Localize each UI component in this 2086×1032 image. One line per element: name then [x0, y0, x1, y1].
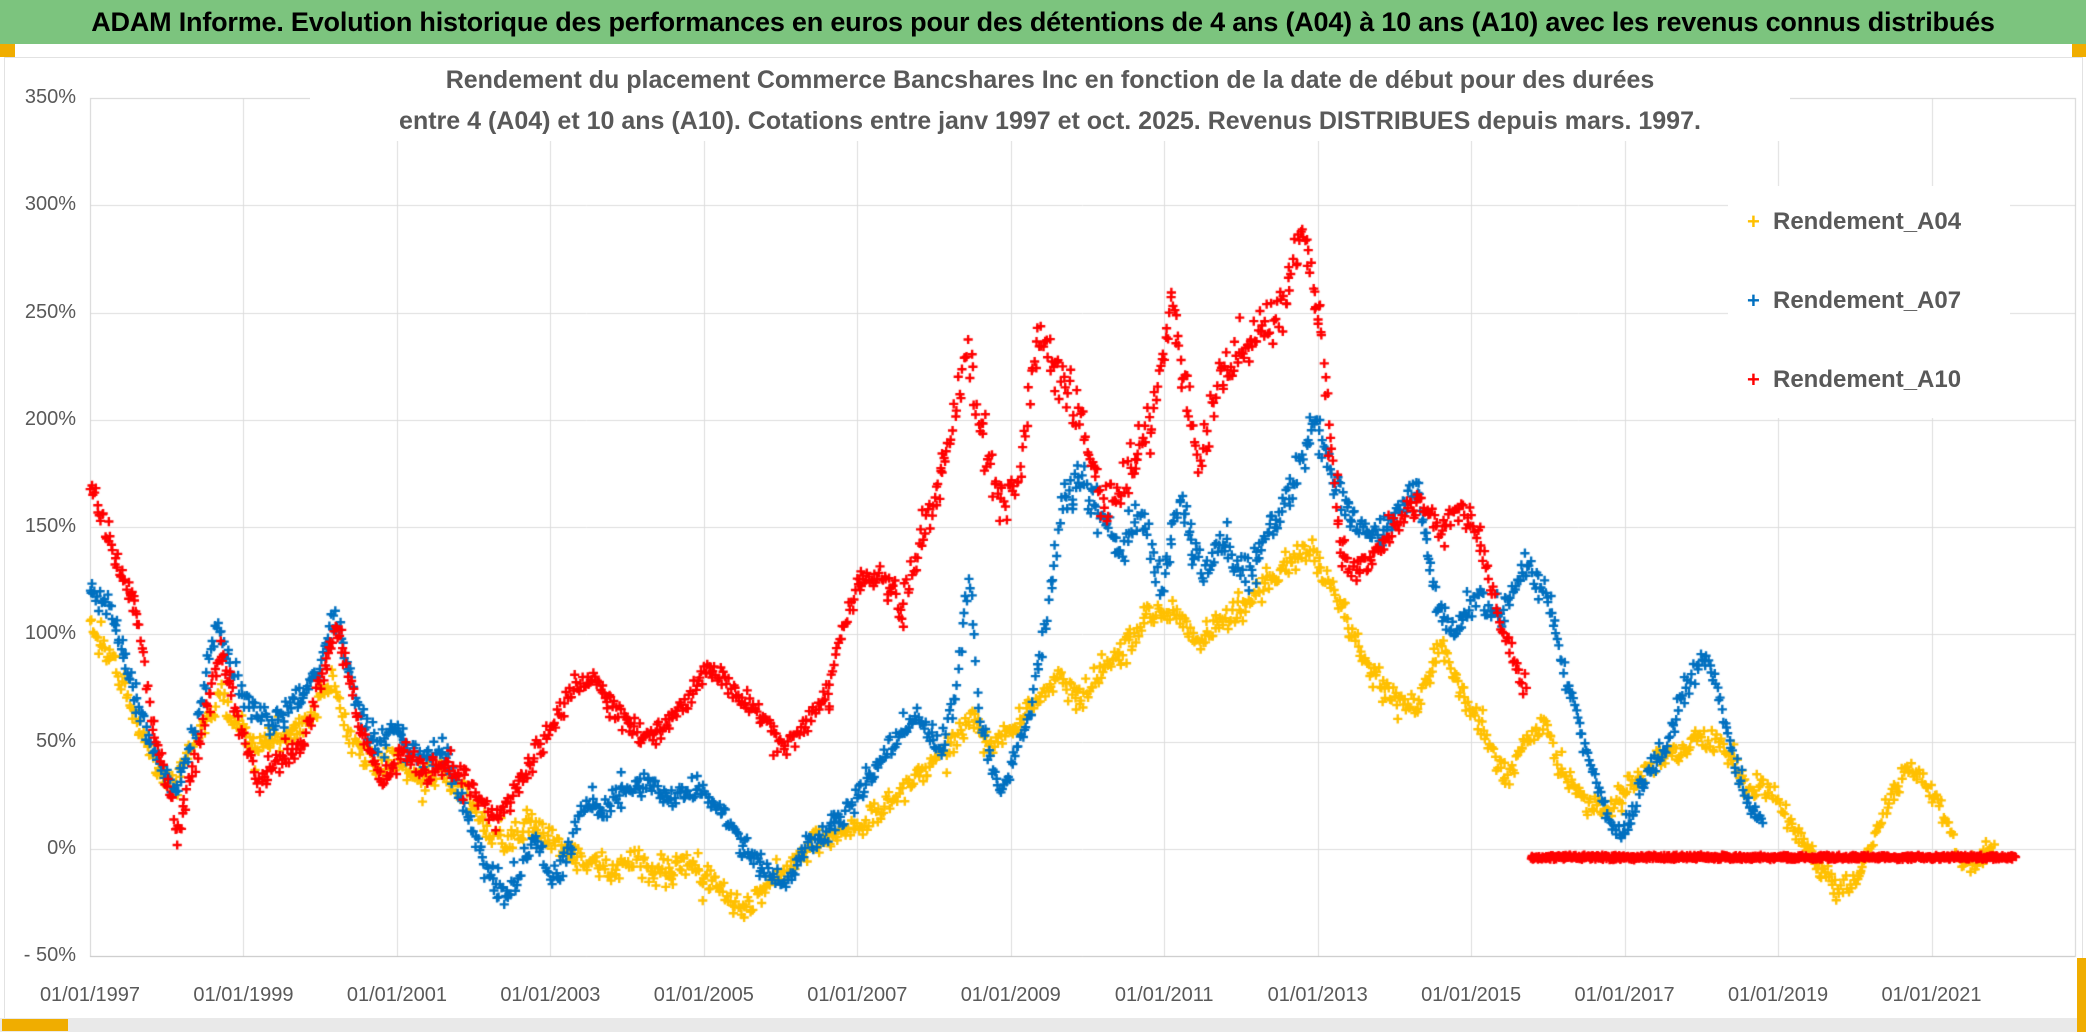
y-tick-label: 50%	[35, 729, 76, 752]
gold-accent-bottom-right	[2077, 958, 2086, 1032]
bottom-strip	[0, 1018, 2086, 1032]
legend-label: Rendement_A07	[1773, 287, 1962, 314]
chart-title: Rendement du placement Commerce Bancshar…	[310, 60, 1790, 141]
x-tick-label: 01/01/2015	[1421, 984, 1522, 1006]
y-tick-label: 250%	[24, 300, 76, 323]
chart-title-line2: entre 4 (A04) et 10 ans (A10). Cotations…	[399, 106, 1701, 135]
y-tick-label: 0%	[47, 836, 76, 859]
legend-label: Rendement_A04	[1773, 208, 1962, 235]
legend-item-a07[interactable]: + Rendement_A07	[1747, 286, 1961, 316]
x-tick-label: 01/01/2021	[1881, 984, 1982, 1006]
header-title: ADAM Informe. Evolution historique des p…	[91, 6, 1995, 37]
x-tick-label: 01/01/1997	[39, 984, 141, 1006]
y-tick-label: 150%	[24, 515, 76, 537]
gold-accent-bottom-left	[2, 1019, 68, 1031]
gold-accent-top-left	[0, 44, 15, 57]
plus-marker-icon: +	[1747, 288, 1760, 313]
x-tick-label: 01/01/2005	[653, 984, 754, 1006]
y-tick-label: 350%	[24, 86, 76, 108]
header-banner: ADAM Informe. Evolution historique des p…	[0, 0, 2086, 44]
y-tick-label: 200%	[24, 407, 76, 430]
legend: + Rendement_A04 + Rendement_A07 + Rendem…	[1747, 207, 1961, 444]
legend-background	[1728, 186, 2010, 418]
legend-item-a10[interactable]: + Rendement_A10	[1747, 365, 1961, 395]
legend-item-a04[interactable]: + Rendement_A04	[1747, 207, 1961, 237]
x-tick-label: 01/01/2013	[1267, 984, 1368, 1006]
plus-marker-icon: +	[1747, 367, 1760, 392]
x-tick-label: 01/01/2019	[1727, 984, 1829, 1006]
gold-accent-top-right	[2072, 44, 2086, 57]
y-tick-label: 100%	[24, 622, 76, 645]
plus-marker-icon: +	[1747, 209, 1760, 234]
x-tick-label: 01/01/2011	[1114, 984, 1214, 1006]
y-tick-label: - 50%	[23, 944, 76, 966]
x-tick-label: 01/01/2003	[500, 984, 601, 1006]
legend-label: Rendement_A10	[1773, 366, 1962, 393]
x-tick-label: 01/01/2001	[346, 984, 447, 1006]
y-tick-label: 300%	[24, 193, 76, 216]
x-tick-label: 01/01/1999	[193, 984, 294, 1006]
chart-title-line1: Rendement du placement Commerce Bancshar…	[445, 66, 1655, 94]
x-tick-label: 01/01/2007	[807, 984, 908, 1006]
x-tick-label: 01/01/2009	[960, 984, 1061, 1006]
x-tick-label: 01/01/2017	[1574, 984, 1675, 1006]
